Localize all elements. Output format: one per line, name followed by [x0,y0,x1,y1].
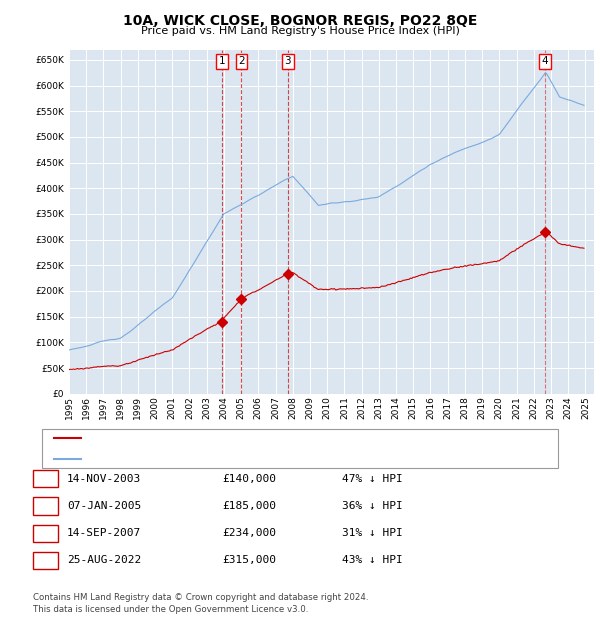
Text: 2: 2 [42,501,49,511]
Text: 4: 4 [42,556,49,565]
Text: 3: 3 [42,528,49,538]
Text: 2: 2 [238,56,245,66]
Text: £234,000: £234,000 [222,528,276,538]
Text: HPI: Average price, detached house, Arun: HPI: Average price, detached house, Arun [85,454,289,464]
Text: £315,000: £315,000 [222,556,276,565]
Text: 25-AUG-2022: 25-AUG-2022 [67,556,142,565]
Text: 36% ↓ HPI: 36% ↓ HPI [342,501,403,511]
Text: Contains HM Land Registry data © Crown copyright and database right 2024.
This d: Contains HM Land Registry data © Crown c… [33,593,368,614]
Text: 1: 1 [218,56,225,66]
Text: £185,000: £185,000 [222,501,276,511]
Text: 07-JAN-2005: 07-JAN-2005 [67,501,142,511]
Text: 31% ↓ HPI: 31% ↓ HPI [342,528,403,538]
Text: 1: 1 [42,474,49,484]
Text: 10A, WICK CLOSE, BOGNOR REGIS, PO22 8QE: 10A, WICK CLOSE, BOGNOR REGIS, PO22 8QE [123,14,477,28]
Text: 47% ↓ HPI: 47% ↓ HPI [342,474,403,484]
Text: 14-SEP-2007: 14-SEP-2007 [67,528,142,538]
Text: 10A, WICK CLOSE, BOGNOR REGIS, PO22 8QE (detached house): 10A, WICK CLOSE, BOGNOR REGIS, PO22 8QE … [85,433,398,443]
Text: 43% ↓ HPI: 43% ↓ HPI [342,556,403,565]
Text: Price paid vs. HM Land Registry's House Price Index (HPI): Price paid vs. HM Land Registry's House … [140,26,460,36]
Text: 14-NOV-2003: 14-NOV-2003 [67,474,142,484]
Text: 4: 4 [542,56,548,66]
Text: 3: 3 [284,56,291,66]
Text: £140,000: £140,000 [222,474,276,484]
